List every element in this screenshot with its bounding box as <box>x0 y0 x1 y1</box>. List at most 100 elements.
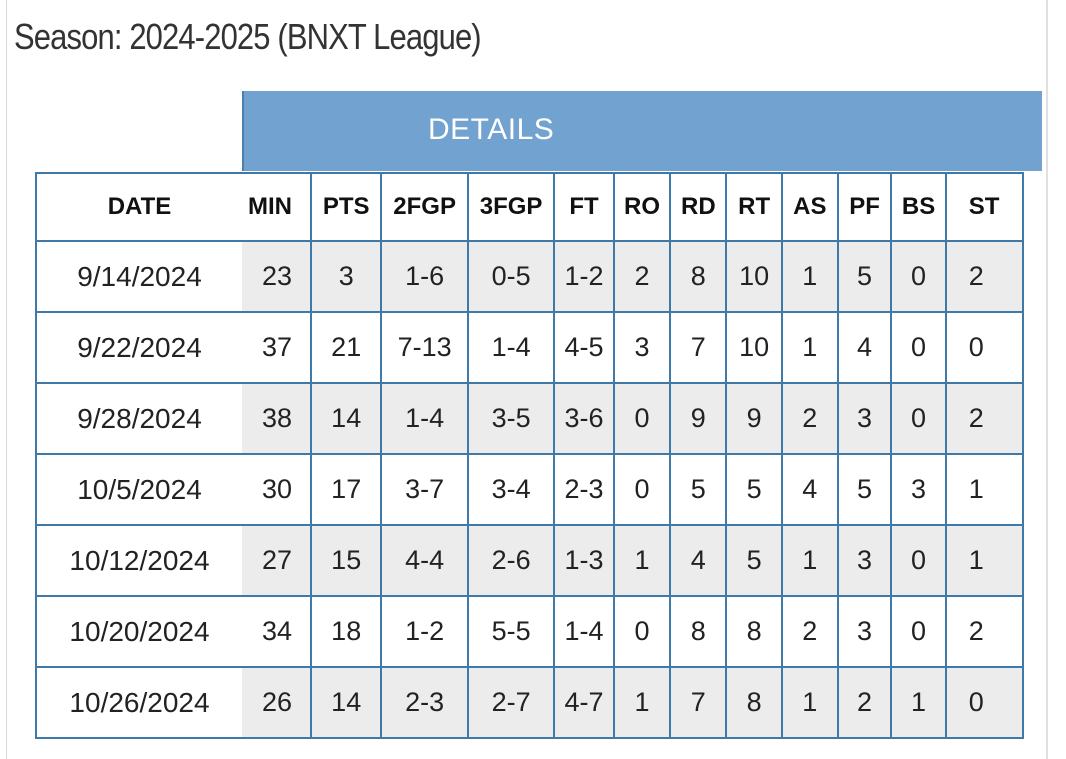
stat-cell-rd: 7 <box>669 311 728 384</box>
stat-cell-pf: 2 <box>836 666 893 739</box>
table-row: 30 17 3-7 3-4 2-3 0 5 5 4 5 3 1 <box>242 453 1025 526</box>
stat-cell-bs: 3 <box>890 453 947 526</box>
game-date-cell: 10/5/2024 <box>35 453 244 526</box>
stat-cell-as: 2 <box>780 595 839 668</box>
stat-cell-rd: 4 <box>669 524 728 597</box>
page-right-border <box>1046 0 1048 759</box>
stat-cell-min: 34 <box>242 595 312 668</box>
stat-cell-pts: 15 <box>309 524 383 597</box>
stat-cell-3fgp: 1-4 <box>466 311 556 384</box>
stat-cell-ro: 1 <box>612 666 672 739</box>
stat-cell-pf: 3 <box>836 524 893 597</box>
stat-cell-rd: 7 <box>669 666 728 739</box>
column-header-st: ST <box>944 172 1025 242</box>
stat-cell-st: 2 <box>944 382 1025 455</box>
stat-cell-as: 4 <box>780 453 839 526</box>
column-header-2fgp: 2FGP <box>380 172 469 242</box>
stat-cell-pf: 5 <box>836 240 893 313</box>
stat-cell-rt: 10 <box>725 240 783 313</box>
stat-cell-pts: 14 <box>309 666 383 739</box>
details-header-label: DETAILS <box>428 113 555 146</box>
stat-cell-bs: 0 <box>890 240 947 313</box>
table-row: 38 14 1-4 3-5 3-6 0 9 9 2 3 0 2 <box>242 382 1025 455</box>
table-row: 23 3 1-6 0-5 1-2 2 8 10 1 5 0 2 <box>242 240 1025 313</box>
stat-cell-2fgp: 2-3 <box>380 666 469 739</box>
game-date-cell: 9/22/2024 <box>35 311 244 384</box>
column-header-ro: RO <box>612 172 672 242</box>
page-left-border <box>6 0 7 759</box>
stat-cell-ro: 0 <box>612 453 672 526</box>
column-header-as: AS <box>780 172 839 242</box>
stat-cell-min: 38 <box>242 382 312 455</box>
stat-cell-ft: 1-4 <box>553 595 615 668</box>
stat-cell-bs: 0 <box>890 524 947 597</box>
stat-cell-2fgp: 1-4 <box>380 382 469 455</box>
stats-scroll-area[interactable]: MIN PTS 2FGP 3FGP FT RO RD RT AS PF BS ST 23 3 1-6 0-5… <box>242 172 1040 742</box>
stat-cell-ro: 2 <box>612 240 672 313</box>
stat-cell-3fgp: 2-6 <box>466 524 556 597</box>
stat-cell-min: 26 <box>242 666 312 739</box>
stat-cell-pf: 5 <box>836 453 893 526</box>
stat-cell-rd: 5 <box>669 453 728 526</box>
stat-cell-min: 30 <box>242 453 312 526</box>
column-header-min: MIN <box>242 172 312 242</box>
stat-cell-rd: 8 <box>669 595 728 668</box>
stat-cell-as: 1 <box>780 524 839 597</box>
table-row: 27 15 4-4 2-6 1-3 1 4 5 1 3 0 1 <box>242 524 1025 597</box>
stat-cell-st: 1 <box>944 453 1025 526</box>
season-title: Season: 2024-2025 (BNXT League) <box>14 16 482 57</box>
stat-cell-as: 1 <box>780 666 839 739</box>
stat-cell-3fgp: 0-5 <box>466 240 556 313</box>
stat-cell-3fgp: 5-5 <box>466 595 556 668</box>
date-row: 9/22/2024 <box>35 311 244 384</box>
stat-cell-as: 2 <box>780 382 839 455</box>
stat-cell-rt: 8 <box>725 666 783 739</box>
stat-cell-2fgp: 7-13 <box>380 311 469 384</box>
stat-cell-rt: 5 <box>725 524 783 597</box>
stat-cell-rt: 10 <box>725 311 783 384</box>
stat-cell-2fgp: 3-7 <box>380 453 469 526</box>
game-date-cell: 9/14/2024 <box>35 240 244 313</box>
date-row: 9/14/2024 <box>35 240 244 313</box>
game-date-cell: 10/20/2024 <box>35 595 244 668</box>
date-row: 10/12/2024 <box>35 524 244 597</box>
stat-cell-ro: 3 <box>612 311 672 384</box>
stat-cell-pf: 3 <box>836 382 893 455</box>
stat-cell-3fgp: 3-4 <box>466 453 556 526</box>
stat-cell-2fgp: 1-2 <box>380 595 469 668</box>
stat-cell-pts: 17 <box>309 453 383 526</box>
column-header-pf: PF <box>836 172 893 242</box>
stat-cell-ro: 0 <box>612 382 672 455</box>
stat-cell-as: 1 <box>780 311 839 384</box>
stat-cell-pf: 3 <box>836 595 893 668</box>
game-date-cell: 9/28/2024 <box>35 382 244 455</box>
column-header-rd: RD <box>669 172 728 242</box>
game-stats-table: MIN PTS 2FGP 3FGP FT RO RD RT AS PF BS ST 23 3 1-6 0-5… <box>242 172 1025 739</box>
stat-cell-min: 37 <box>242 311 312 384</box>
stat-cell-bs: 0 <box>890 595 947 668</box>
stat-cell-pts: 14 <box>309 382 383 455</box>
stat-cell-ft: 2-3 <box>553 453 615 526</box>
stat-cell-pf: 4 <box>836 311 893 384</box>
stat-cell-st: 2 <box>944 240 1025 313</box>
column-header-ft: FT <box>553 172 615 242</box>
stat-cell-st: 0 <box>944 666 1025 739</box>
stat-cell-2fgp: 4-4 <box>380 524 469 597</box>
stat-cell-pts: 21 <box>309 311 383 384</box>
table-row: 37 21 7-13 1-4 4-5 3 7 10 1 4 0 0 <box>242 311 1025 384</box>
stat-cell-bs: 0 <box>890 311 947 384</box>
game-date-cell: 10/12/2024 <box>35 524 244 597</box>
column-header-bs: BS <box>890 172 947 242</box>
table-row: 26 14 2-3 2-7 4-7 1 7 8 1 2 1 0 <box>242 666 1025 739</box>
stat-cell-rt: 9 <box>725 382 783 455</box>
date-row: 10/26/2024 <box>35 666 244 739</box>
stat-cell-ro: 1 <box>612 524 672 597</box>
stat-cell-3fgp: 3-5 <box>466 382 556 455</box>
date-row: 9/28/2024 <box>35 382 244 455</box>
stat-cell-rt: 5 <box>725 453 783 526</box>
date-row: 10/5/2024 <box>35 453 244 526</box>
stat-cell-st: 1 <box>944 524 1025 597</box>
column-header-rt: RT <box>725 172 783 242</box>
stat-cell-ft: 1-3 <box>553 524 615 597</box>
stat-cell-2fgp: 1-6 <box>380 240 469 313</box>
